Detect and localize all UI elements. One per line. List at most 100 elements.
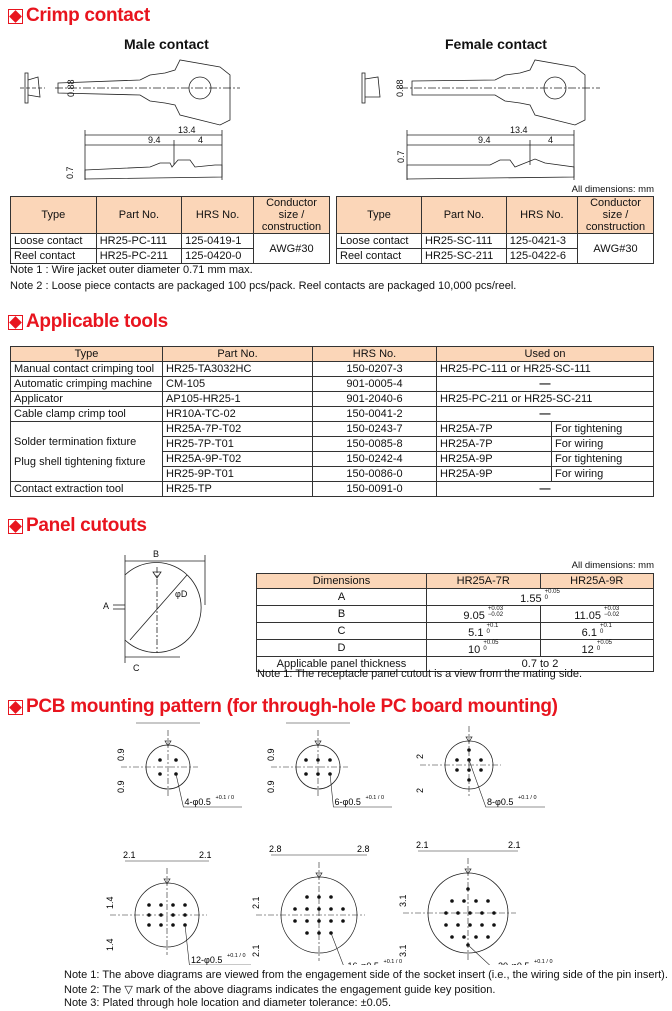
dim-top-right: 1 [190,720,195,722]
pin-hole [468,911,472,915]
diamond-bullet-icon [8,8,23,24]
table-row: Manual contact crimping tool HR25-TA3032H… [10,361,654,377]
guide-key-triangle-icon [163,878,171,885]
dim-right-female: 4 [548,135,553,145]
table-row: Applicable panel thickness 0.7 to 2 [256,656,654,672]
pcb-pattern-4-pin: 4-φ0.5 +0.1 / 0 1 1 0.9 0.9 [116,720,242,808]
pin-hole [329,919,333,923]
pin-hole [147,903,151,907]
dim-top-right: 2.8 [357,844,370,854]
table-row: Reel contact HR25-PC-211 125-0420-0 [10,248,330,264]
dim-side-top: 3.1 [398,894,408,907]
pin-hole [492,923,496,927]
dim-side-bottom: 0.9 [116,780,126,793]
pin-hole [305,931,309,935]
dim-top-left: 1.5 [284,720,297,722]
pin-hole [159,903,163,907]
pin-hole [479,758,483,762]
heading-text: Applicable tools [26,311,168,332]
pcb-note-1: Note 1: The above diagrams are viewed fr… [64,969,668,981]
table-row: Contact extraction tool HR25-TP 150-0091-0… [10,481,654,497]
pin-hole [462,935,466,939]
pin-hole [171,923,175,927]
hole-tolerance: +0.1 / 0 [518,795,537,801]
pin-hole [486,899,490,903]
hole-callout: 12-φ0.5 [191,955,222,965]
dim-left-female: 9.4 [478,135,491,145]
pin-hole [462,899,466,903]
dim-thickness-male: 0.7 [65,166,75,179]
table-row: Applicator AP105-HR25-1 901-2040-6 HR25-PC-… [10,391,654,407]
pin-hole [305,907,309,911]
female-contact-title: Female contact [445,36,547,52]
pin-hole [305,919,309,923]
dim-side-bottom: 2.1 [251,944,261,957]
pin-hole [456,923,460,927]
pin-hole [171,903,175,907]
pin-hole [474,935,478,939]
dim-side-top: 2 [415,754,425,759]
table-row: HR25-9P-T01 150-0086-0 HR25A-9P For wiring [11,466,654,482]
pin-hole [468,923,472,927]
pin-hole [329,895,333,899]
pcb-note-3: Note 3: Plated through hole location and… [64,997,392,1009]
dim-left-male: 9.4 [148,135,161,145]
col-hrs: HRS No. [181,196,254,234]
pin-hole [474,899,478,903]
female-contact-table: Type Part No. HRS No. Conductor size / cons… [336,196,654,264]
guide-key-triangle-icon [315,872,323,879]
dim-top-left: 1 [134,720,139,722]
pin-hole [317,895,321,899]
dim-top-left: 2.1 [123,850,136,860]
label-b: B [153,549,159,559]
applicable-tools-table: Type Part No. HRS No. Used on Manual contac… [10,346,654,497]
dim-total-male: 13.4 [178,125,196,135]
heading-text: Panel cutouts [26,515,147,536]
pin-hole [174,758,178,762]
hole-tolerance: +0.1 / 0 [227,953,246,959]
pin-hole [467,748,471,752]
table-row: Reel contact HR25-SC-211 125-0422-6 [336,248,654,264]
table-row: D 10 +0.05 0 12 +0.05 0 [256,639,654,657]
pin-hole [293,919,297,923]
pin-hole [293,907,297,911]
pin-hole [317,931,321,935]
pin-hole [329,907,333,911]
pin-hole [316,772,320,776]
guide-key-triangle-icon [164,740,172,747]
all-dimensions-note: All dimensions: mm [571,184,654,195]
table-row: Solder termination fixture Plug shell tig… [10,421,654,482]
pin-hole [183,913,187,917]
guide-key-triangle-icon [464,868,472,875]
dim-top-left: 2.8 [269,844,282,854]
dim-top-right: 2.1 [508,840,521,850]
table-row: B 9.05 +0.03 −0.02 11.05 +0.03 −0.02 [256,605,654,623]
label-d: φD [175,589,188,599]
pin-hole [304,772,308,776]
pin-hole [147,913,151,917]
pin-hole [171,913,175,917]
heading-panel-cutouts: Panel cutouts [8,515,147,537]
pcb-pattern-20-pin: 20-φ0.5 +0.1 / 0 2.1 2.1 3.1 3.1 [398,840,553,965]
col-part: Part No. [95,196,183,234]
dim-right-male: 4 [198,135,203,145]
dim-side-bottom: 2 [415,788,425,793]
panel-cutout-table: Dimensions HR25A-7R HR25A-9R A 1.55 +0.05 0 … [256,573,654,672]
pcb-pattern-6-pin: 6-φ0.5 +0.1 / 0 1.5 1.5 0.9 0.9 [266,720,392,808]
pcb-pattern-8-pin: 8-φ0.5+0.1 / 01.51.522 [415,726,545,808]
diamond-bullet-icon [8,699,23,715]
guide-key-triangle-icon [314,740,322,747]
dim-side-bottom: 0.9 [266,780,276,793]
diamond-bullet-icon [8,518,23,534]
dim-top-right: 1.5 [340,720,353,722]
col-conductor: Conductor size / construction [253,196,330,234]
label-a: A [103,601,109,611]
pin-hole [480,923,484,927]
hole-callout: 8-φ0.5 [487,797,513,807]
dim-side-bottom: 1.4 [105,938,115,951]
dim-side-top: 2.1 [251,896,261,909]
dim-thickness-female: 0.7 [396,150,406,163]
pin-hole [147,923,151,927]
pin-hole [466,887,470,891]
table-row: Cable clamp crimp tool HR10A-TC-02 150-004… [10,406,654,422]
